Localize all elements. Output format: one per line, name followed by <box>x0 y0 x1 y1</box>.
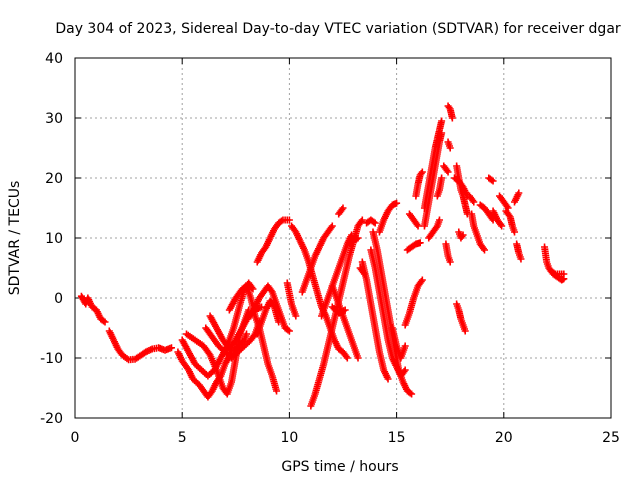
data-point-s48 <box>498 222 506 230</box>
data-point-s50 <box>505 212 513 219</box>
data-point-s43 <box>459 231 467 239</box>
data-point-s54 <box>560 270 568 278</box>
data-point-s14 <box>358 216 366 224</box>
data-point-s04 <box>249 285 257 293</box>
data-point-s02 <box>167 344 175 352</box>
data-point-s29 <box>416 239 424 247</box>
data-point-s12 <box>292 312 300 320</box>
x-axis-label: GPS time / hours <box>281 459 398 475</box>
data-point-s19 <box>339 204 347 212</box>
data-point-s09 <box>284 326 292 334</box>
data-point-s10 <box>275 318 283 326</box>
data-point-s16 <box>354 354 362 362</box>
data-point-s13 <box>342 353 350 360</box>
data-point-s45 <box>479 245 487 252</box>
y-tick-label: -10 <box>40 351 63 367</box>
data-point-s09 <box>285 327 293 335</box>
data-point-s11 <box>285 216 293 224</box>
data-point-s52 <box>517 255 525 263</box>
data-point-s47 <box>488 176 496 184</box>
data-point-s36 <box>446 258 454 266</box>
data-point-s28 <box>417 278 425 285</box>
data-point-s42 <box>461 327 469 335</box>
data-point-s38 <box>446 144 454 152</box>
data-point-s01 <box>101 318 109 326</box>
data-point-s24 <box>401 366 409 374</box>
data-point-s19 <box>338 206 346 213</box>
data-point-s44 <box>470 198 478 206</box>
data-point-s44 <box>469 197 477 204</box>
data-point-s26 <box>393 199 401 207</box>
x-tick-label: 5 <box>178 430 187 446</box>
x-tick-label: 20 <box>495 430 513 446</box>
data-point-s23 <box>406 389 414 397</box>
data-point-s14 <box>357 218 365 225</box>
data-points <box>77 102 568 410</box>
y-axis-label: SDTVAR / TECUs <box>7 181 23 296</box>
data-point-s08 <box>273 387 281 395</box>
data-point-s27 <box>401 342 409 350</box>
data-point-s28 <box>418 276 426 284</box>
chart-title: Day 304 of 2023, Sidereal Day-to-day VTE… <box>55 21 621 37</box>
data-point-s45 <box>481 246 489 254</box>
data-point-s01 <box>100 317 108 325</box>
y-tick-labels: -20 -10 0 10 20 30 40 <box>40 51 63 427</box>
data-point-s31 <box>418 168 426 176</box>
data-point-s15 <box>328 222 336 230</box>
y-tick-label: 0 <box>54 291 63 307</box>
data-point-s03 <box>243 330 251 338</box>
data-point-s17 <box>348 231 356 239</box>
x-tick-label: 0 <box>71 430 80 446</box>
data-point-s15 <box>327 224 335 231</box>
data-point-s11 <box>278 217 286 225</box>
data-point-s22 <box>371 219 379 227</box>
data-point-s30 <box>414 222 422 230</box>
data-point-s20 <box>353 235 361 243</box>
data-point-s47 <box>489 177 497 185</box>
x-tick-label: 15 <box>388 430 406 446</box>
data-point-s22 <box>370 218 378 226</box>
data-point-s07 <box>258 303 266 311</box>
data-point-s50 <box>511 228 519 236</box>
data-point-s20 <box>354 234 362 242</box>
data-point-s37 <box>448 114 456 122</box>
y-tick-label: 30 <box>45 111 63 127</box>
data-point-s49 <box>503 203 511 210</box>
plot-frame <box>74 57 612 419</box>
x-tick-labels: 0 5 10 15 20 25 <box>71 430 620 446</box>
x-tick-label: 10 <box>280 430 298 446</box>
data-point-s30 <box>413 221 421 228</box>
data-point-s39 <box>443 167 451 174</box>
data-point-s25 <box>384 375 392 383</box>
data-point-s48 <box>497 221 505 228</box>
data-point-s54 <box>550 269 558 277</box>
data-point-s31 <box>417 170 425 177</box>
data-point-s39 <box>444 168 452 176</box>
data-point-s33 <box>438 129 446 137</box>
data-point-s51 <box>515 189 523 197</box>
y-tick-label: 10 <box>45 231 63 247</box>
data-point-s43 <box>458 233 466 240</box>
y-tick-label: -20 <box>40 411 63 427</box>
data-point-s13 <box>343 354 351 362</box>
data-point-s18 <box>341 306 349 314</box>
data-point-s24 <box>400 368 408 375</box>
y-tick-label: 40 <box>45 51 63 67</box>
grid <box>75 58 611 418</box>
y-tick-label: 20 <box>45 171 63 187</box>
data-point-s35 <box>438 174 446 182</box>
data-point-s32 <box>438 117 446 125</box>
x-tick-label: 25 <box>602 430 620 446</box>
data-point-s23 <box>408 390 416 398</box>
data-point-s34 <box>435 216 443 224</box>
data-point-s37 <box>445 104 453 111</box>
